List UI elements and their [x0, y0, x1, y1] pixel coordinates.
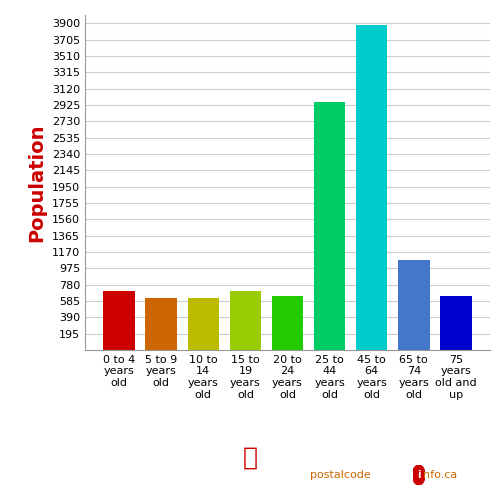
Bar: [146, 298, 177, 350]
Bar: [272, 296, 304, 350]
Bar: [398, 260, 430, 350]
Y-axis label: Population: Population: [27, 123, 46, 242]
Text: nfo.ca: nfo.ca: [422, 470, 457, 480]
Text: i: i: [417, 470, 420, 480]
Bar: [314, 102, 346, 350]
Circle shape: [412, 465, 425, 485]
Bar: [356, 25, 388, 350]
Bar: [230, 292, 261, 350]
Text: postalcode: postalcode: [310, 470, 371, 480]
Text: 🍁: 🍁: [242, 446, 258, 470]
Bar: [440, 296, 472, 350]
Bar: [104, 292, 135, 350]
Bar: [188, 298, 219, 350]
